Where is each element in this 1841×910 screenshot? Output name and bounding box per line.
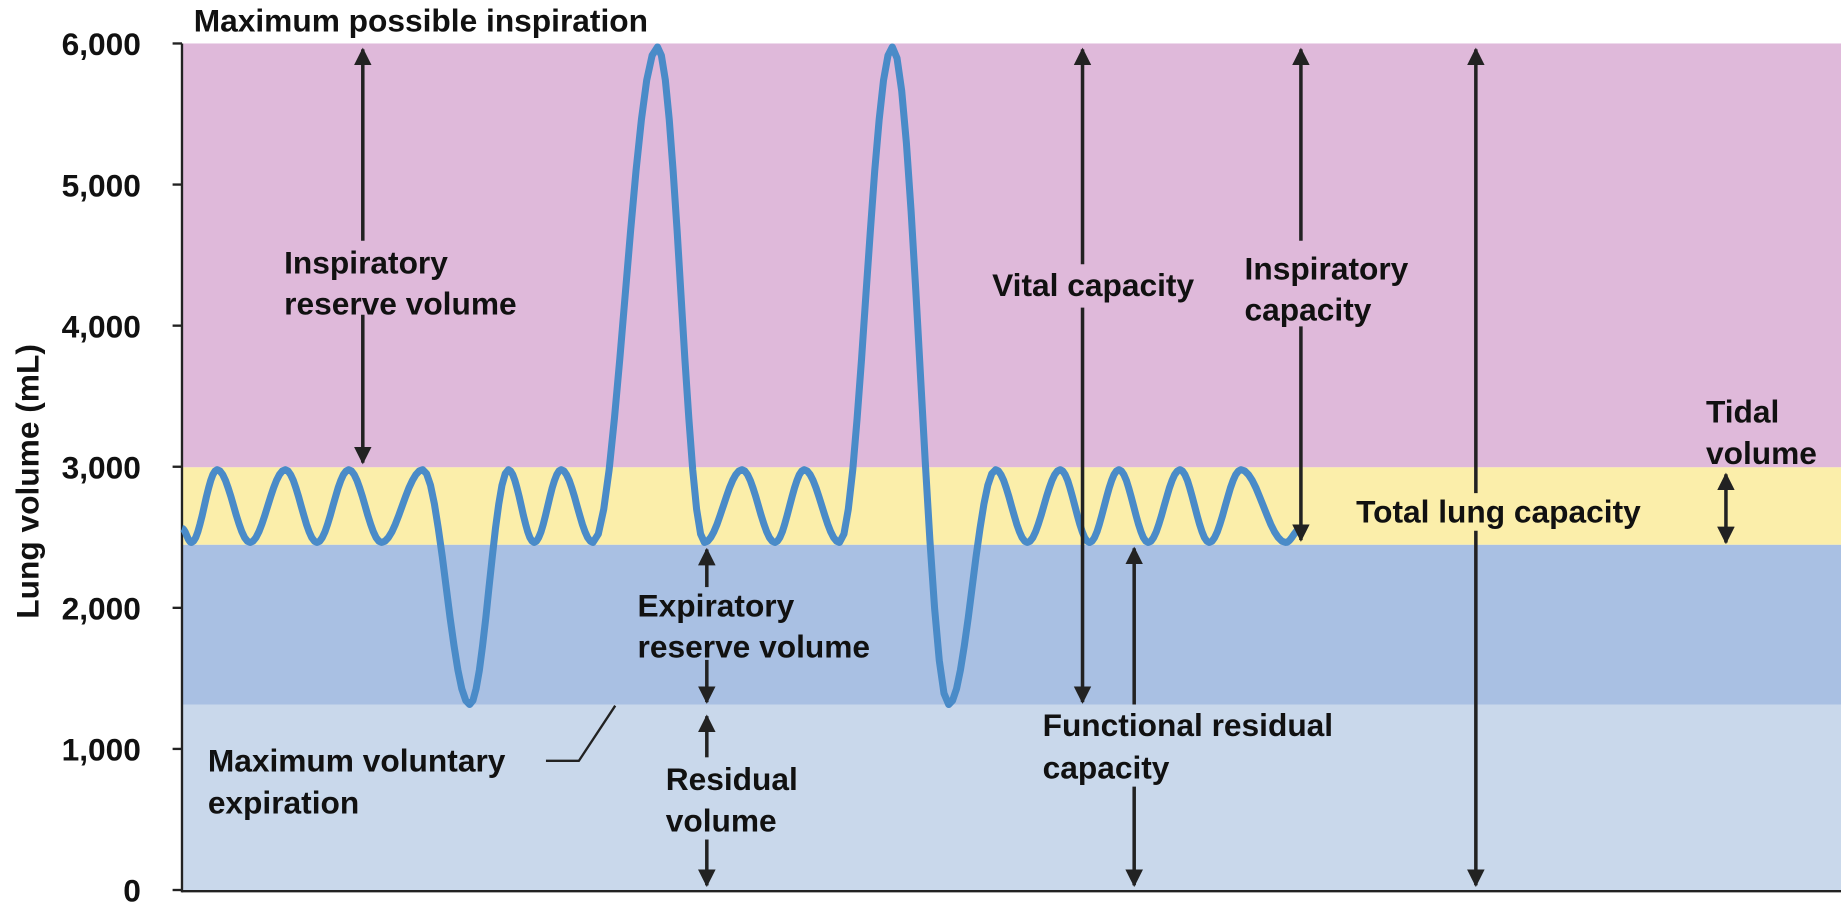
label: reserve volume xyxy=(284,286,517,322)
leader-line xyxy=(545,705,617,763)
label: capacity xyxy=(1245,292,1372,328)
title: Maximum possible inspiration xyxy=(194,3,648,39)
rv-band xyxy=(181,704,1841,891)
breathing-curve xyxy=(179,43,1304,709)
y-tick-label: 4,000 xyxy=(62,308,141,344)
erv-band xyxy=(181,544,1841,705)
label: Total lung capacity xyxy=(1356,494,1641,530)
y-tick-label: 0 xyxy=(123,873,141,909)
label: reserve volume xyxy=(638,629,871,665)
label: Functional residual xyxy=(1043,707,1334,743)
irv-band xyxy=(181,43,1841,468)
label: volume xyxy=(1706,435,1817,471)
y-axis-label: Lung volume (mL) xyxy=(10,344,46,619)
y-tick-label: 3,000 xyxy=(62,449,141,485)
label: Vital capacity xyxy=(992,267,1194,303)
label: Residual xyxy=(666,761,798,797)
y-tick-label: 6,000 xyxy=(62,26,141,62)
y-tick-label: 2,000 xyxy=(62,591,141,627)
label: capacity xyxy=(1043,749,1170,785)
label: Maximum voluntary xyxy=(208,742,506,778)
y-tick-label: 1,000 xyxy=(62,732,141,768)
label: expiration xyxy=(208,785,359,821)
label: volume xyxy=(666,802,777,838)
label: Inspiratory xyxy=(1245,250,1409,286)
arrows xyxy=(353,47,1735,888)
label: Expiratory xyxy=(638,587,795,623)
label: Inspiratory xyxy=(284,245,448,281)
label: Tidal xyxy=(1706,394,1779,430)
y-tick-label: 5,000 xyxy=(62,167,141,203)
